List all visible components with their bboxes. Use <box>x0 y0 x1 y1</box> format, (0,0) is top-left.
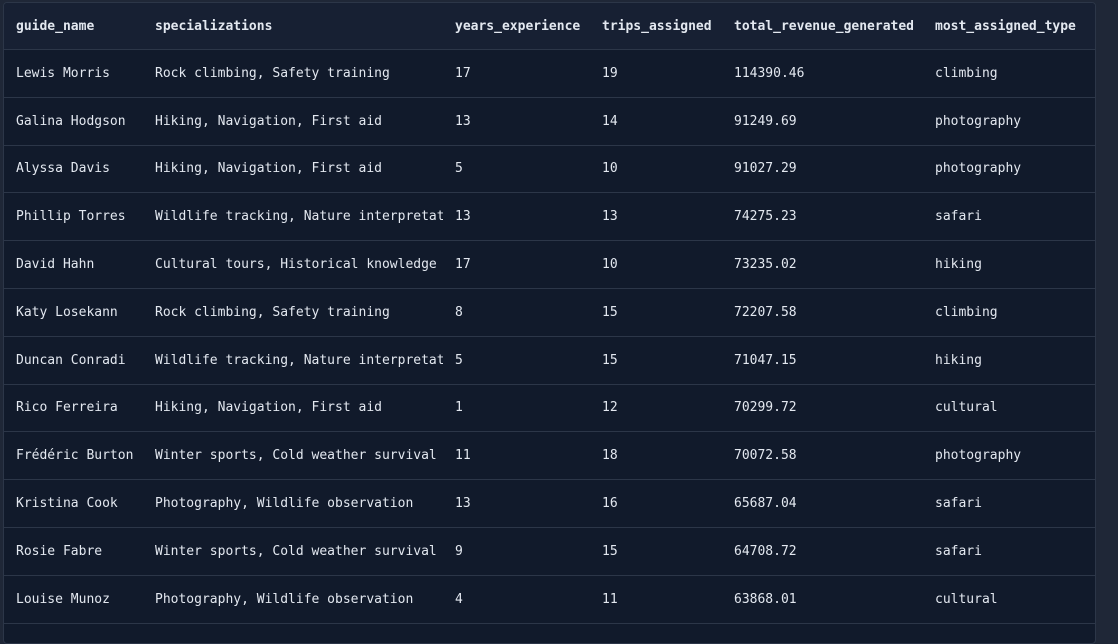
table-cell: Rico Ferreira <box>4 384 143 433</box>
table-cell: 18 <box>590 431 722 481</box>
table-cell: 14 <box>590 97 722 146</box>
table-cell: safari <box>923 527 1095 576</box>
table-cell: David Hahn <box>4 240 143 289</box>
table-cell: 15 <box>590 336 722 385</box>
header-row: guide_name specializations years_experienc… <box>4 3 1095 50</box>
table-cell: Katy Losekann <box>4 288 143 337</box>
table-cell: 11 <box>590 575 722 624</box>
table-row: David Hahn Cultural tours, Historical kno… <box>4 240 1095 289</box>
table-cell: 4 <box>443 575 590 624</box>
table-body: Lewis Morris Rock climbing, Safety traini… <box>4 49 1095 624</box>
table-cell: 114390.46 <box>722 49 923 98</box>
table-cell: photography <box>923 97 1095 146</box>
table-row: Kristina Cook Photography, Wildlife obser… <box>4 479 1095 528</box>
table-cell: 72207.58 <box>722 288 923 337</box>
table-row: Katy Losekann Rock climbing, Safety train… <box>4 288 1095 337</box>
table-cell: Phillip Torres <box>4 192 143 242</box>
table-cell: Alyssa Davis <box>4 145 143 194</box>
table-container: guide_name specializations years_experienc… <box>3 2 1096 644</box>
table-cell: 13 <box>590 192 722 242</box>
table-cell: 13 <box>443 479 590 528</box>
table-cell: photography <box>923 145 1095 194</box>
column-header: specializations <box>143 3 443 50</box>
table-cell: 5 <box>443 145 590 194</box>
table-cell: 1 <box>443 384 590 433</box>
table-cell: 13 <box>443 192 590 242</box>
data-table: guide_name specializations years_experienc… <box>4 3 1095 624</box>
table-cell: 12 <box>590 384 722 433</box>
table-cell: Hiking, Navigation, First aid <box>143 384 443 433</box>
table-cell: 10 <box>590 145 722 194</box>
table-row: Galina Hodgson Hiking, Navigation, First … <box>4 97 1095 146</box>
table-cell: Rosie Fabre <box>4 527 143 576</box>
table-cell: Cultural tours, Historical knowledge <box>143 240 443 289</box>
table-cell: Galina Hodgson <box>4 97 143 146</box>
table-row: Lewis Morris Rock climbing, Safety traini… <box>4 49 1095 98</box>
column-header: guide_name <box>4 3 143 50</box>
page: guide_name specializations years_experienc… <box>3 2 1096 644</box>
table-row: Rico Ferreira Hiking, Navigation, First a… <box>4 384 1095 433</box>
table-cell: Winter sports, Cold weather survival <box>143 431 443 481</box>
column-header: total_revenue_generated <box>722 3 923 50</box>
table-row: Phillip Torres Wildlife tracking, Nature … <box>4 192 1095 242</box>
table-cell: 71047.15 <box>722 336 923 385</box>
table-cell: Rock climbing, Safety training <box>143 288 443 337</box>
table-cell: 11 <box>443 431 590 481</box>
table-cell: Louise Munoz <box>4 575 143 624</box>
table-cell: 74275.23 <box>722 192 923 242</box>
table-row: Duncan Conradi Wildlife tracking, Nature … <box>4 336 1095 385</box>
table-cell: 16 <box>590 479 722 528</box>
table-cell: climbing <box>923 49 1095 98</box>
table-cell: 70072.58 <box>722 431 923 481</box>
table-cell: Wildlife tracking, Nature interpretation <box>143 336 443 385</box>
table-cell: hiking <box>923 336 1095 385</box>
table-cell: Hiking, Navigation, First aid <box>143 145 443 194</box>
table-cell: Rock climbing, Safety training <box>143 49 443 98</box>
table-cell: hiking <box>923 240 1095 289</box>
table-cell: 13 <box>443 97 590 146</box>
table-cell: Duncan Conradi <box>4 336 143 385</box>
table-cell: Kristina Cook <box>4 479 143 528</box>
table-cell: cultural <box>923 575 1095 624</box>
table-cell: photography <box>923 431 1095 481</box>
table-cell: 15 <box>590 288 722 337</box>
table-cell: 15 <box>590 527 722 576</box>
table-cell: 63868.01 <box>722 575 923 624</box>
column-header: trips_assigned <box>590 3 722 50</box>
table-row: Rosie Fabre Winter sports, Cold weather s… <box>4 527 1095 576</box>
column-header: most_assigned_type <box>923 3 1095 50</box>
table-cell: 65687.04 <box>722 479 923 528</box>
table-cell: climbing <box>923 288 1095 337</box>
table-cell: 70299.72 <box>722 384 923 433</box>
table-cell: Hiking, Navigation, First aid <box>143 97 443 146</box>
table-cell: Frédéric Burton <box>4 431 143 481</box>
column-header: years_experience <box>443 3 590 50</box>
table-cell: 9 <box>443 527 590 576</box>
table-cell: 10 <box>590 240 722 289</box>
table-cell: 91249.69 <box>722 97 923 146</box>
table-cell: safari <box>923 192 1095 242</box>
table-cell: 64708.72 <box>722 527 923 576</box>
table-cell: 91027.29 <box>722 145 923 194</box>
table-cell: Lewis Morris <box>4 49 143 98</box>
table-row: Alyssa Davis Hiking, Navigation, First ai… <box>4 145 1095 194</box>
table-cell: 73235.02 <box>722 240 923 289</box>
table-cell: Photography, Wildlife observation <box>143 575 443 624</box>
table-cell: 5 <box>443 336 590 385</box>
table-cell: safari <box>923 479 1095 528</box>
table-cell: cultural <box>923 384 1095 433</box>
table-cell: 17 <box>443 240 590 289</box>
table-cell: Photography, Wildlife observation <box>143 479 443 528</box>
table-cell: 17 <box>443 49 590 98</box>
table-row: Frédéric Burton Winter sports, Cold weath… <box>4 431 1095 481</box>
table-cell: 8 <box>443 288 590 337</box>
table-row: Louise Munoz Photography, Wildlife observ… <box>4 575 1095 624</box>
table-cell: 19 <box>590 49 722 98</box>
table-cell: Wildlife tracking, Nature interpretation <box>143 192 443 242</box>
table-cell: Winter sports, Cold weather survival <box>143 527 443 576</box>
